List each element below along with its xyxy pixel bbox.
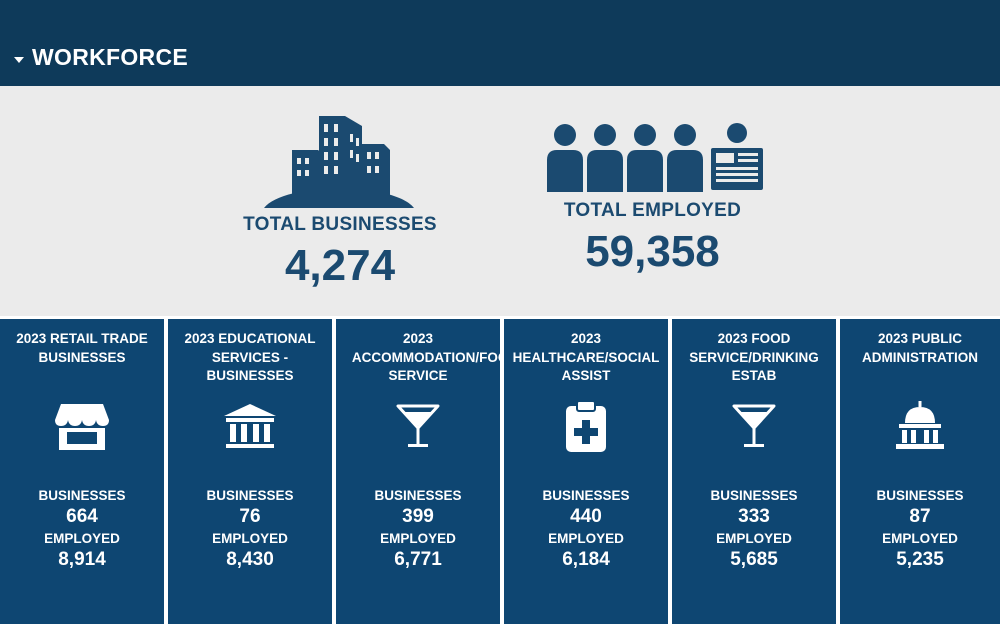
industry-card-retail-trade: 2023 RETAIL TRADE BUSINESSES BUSINESSES 6… (0, 319, 164, 624)
businesses-value: 333 (738, 506, 770, 527)
card-title: 2023 PUBLIC ADMINISTRATION (862, 331, 978, 365)
card-title: 2023 HEALTHCARE/SOCIAL ASSIST (512, 331, 660, 383)
card-title: 2023 FOOD SERVICE/DRINKING ESTAB (689, 331, 819, 383)
total-businesses-label: TOTAL BUSINESSES (243, 214, 437, 235)
employed-label: EMPLOYED (380, 531, 456, 546)
businesses-value: 87 (909, 506, 931, 527)
bank-building-icon (220, 399, 280, 455)
businesses-value: 76 (239, 506, 261, 527)
employed-value: 8,914 (58, 549, 106, 570)
section-header: WORKFORCE (0, 0, 1000, 86)
employed-label: EMPLOYED (44, 531, 120, 546)
businesses-label: BUSINESSES (374, 488, 462, 503)
total-businesses-stat: TOTAL BUSINESSES 4,274 (220, 214, 460, 288)
employed-label: EMPLOYED (716, 531, 792, 546)
industry-card-food-service-drinking: 2023 FOOD SERVICE/DRINKING ESTAB BUSINESSE… (672, 319, 836, 624)
storefront-icon (52, 399, 112, 455)
industry-cards: 2023 RETAIL TRADE BUSINESSES BUSINESSES 6… (0, 316, 1000, 624)
employed-value: 5,235 (896, 549, 944, 570)
businesses-value: 399 (402, 506, 434, 527)
industry-card-educational-services: 2023 EDUCATIONAL SERVICES - BUSINESSES BUS… (168, 319, 332, 624)
caret-down-icon[interactable] (14, 56, 24, 63)
cocktail-glass-icon (388, 399, 448, 455)
total-employed-value: 59,358 (585, 227, 720, 276)
total-employed-label: TOTAL EMPLOYED (563, 200, 742, 221)
total-employed-stat: TOTAL EMPLOYED 59,358 (540, 200, 765, 274)
businesses-label: BUSINESSES (710, 488, 798, 503)
businesses-value: 664 (66, 506, 98, 527)
businesses-label: BUSINESSES (876, 488, 964, 503)
capitol-building-icon (890, 399, 950, 455)
businesses-label: BUSINESSES (206, 488, 294, 503)
businesses-label: BUSINESSES (38, 488, 126, 503)
employed-label: EMPLOYED (882, 531, 958, 546)
total-businesses-value: 4,274 (284, 241, 396, 290)
section-title: WORKFORCE (32, 44, 189, 70)
summary-panel: TOTAL BUSINESSES 4,274 TOTAL EMPLOYED 59… (0, 86, 1000, 316)
employed-value: 8,430 (226, 549, 274, 570)
industry-card-public-administration: 2023 PUBLIC ADMINISTRATION BUSINESSES 87 … (840, 319, 1000, 624)
workforce-toggle[interactable]: WORKFORCE (14, 44, 188, 71)
industry-card-healthcare-social: 2023 HEALTHCARE/SOCIAL ASSIST BUSINESSES 4… (504, 319, 668, 624)
city-buildings-icon (264, 116, 414, 208)
employed-label: EMPLOYED (548, 531, 624, 546)
card-title: 2023 EDUCATIONAL SERVICES - BUSINESSES (184, 331, 316, 383)
employed-value: 6,771 (394, 549, 442, 570)
businesses-value: 440 (570, 506, 602, 527)
employed-label: EMPLOYED (212, 531, 288, 546)
employed-value: 6,184 (562, 549, 610, 570)
people-group-icon (547, 123, 763, 192)
cocktail-glass-icon (724, 399, 784, 455)
employed-value: 5,685 (730, 549, 778, 570)
card-title: 2023 RETAIL TRADE BUSINESSES (16, 331, 148, 365)
medical-clipboard-icon (556, 399, 616, 455)
businesses-label: BUSINESSES (542, 488, 630, 503)
